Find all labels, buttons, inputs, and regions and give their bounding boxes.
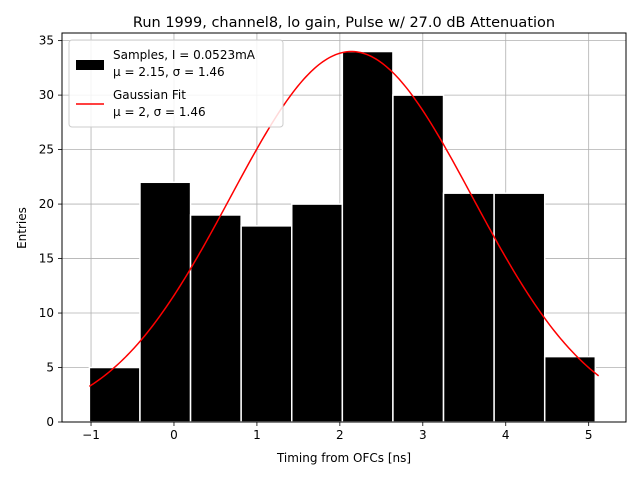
y-tick-label-7: 35 bbox=[39, 34, 54, 48]
y-tick-label-5: 25 bbox=[39, 143, 54, 157]
histogram-bars bbox=[88, 50, 597, 423]
x-tick-label-0: −1 bbox=[82, 428, 100, 442]
histogram-bar-4 bbox=[290, 203, 344, 423]
x-axis-label: Timing from OFCs [ns] bbox=[276, 451, 411, 465]
legend-histogram-label: Samples, I = 0.0523mA bbox=[113, 48, 256, 62]
histogram-bar-7 bbox=[442, 192, 495, 423]
histogram-bar-5 bbox=[341, 50, 394, 423]
y-tick-label-2: 10 bbox=[39, 306, 54, 320]
gaussian-fit-curve bbox=[88, 50, 600, 388]
chart-title: Run 1999, channel8, lo gain, Pulse w/ 27… bbox=[133, 15, 555, 31]
x-axis-ticks: −1 0 1 2 3 4 5 bbox=[82, 422, 592, 442]
x-tick-label-1: 0 bbox=[170, 428, 178, 442]
histogram-bar-2 bbox=[189, 214, 242, 423]
legend-histogram-swatch bbox=[76, 60, 104, 70]
legend-frame bbox=[68, 39, 284, 128]
histogram-bar-8 bbox=[493, 192, 546, 423]
legend-fit-label: Gaussian Fit bbox=[113, 88, 186, 102]
y-tick-label-0: 0 bbox=[46, 415, 54, 429]
x-tick-label-3: 2 bbox=[336, 428, 344, 442]
legend: Samples, I = 0.0523mA μ = 2.15, σ = 1.46… bbox=[68, 39, 284, 128]
x-tick-label-4: 3 bbox=[419, 428, 427, 442]
legend-fit-stats: μ = 2, σ = 1.46 bbox=[113, 105, 206, 119]
y-tick-label-3: 15 bbox=[39, 252, 54, 266]
histogram-bar-9 bbox=[543, 355, 597, 423]
y-tick-label-6: 30 bbox=[39, 88, 54, 102]
plot-frame bbox=[61, 32, 627, 423]
y-tick-label-4: 20 bbox=[39, 197, 54, 211]
histogram-bar-1 bbox=[139, 181, 192, 423]
histogram-bar-3 bbox=[240, 225, 293, 423]
x-tick-label-2: 1 bbox=[253, 428, 261, 442]
y-tick-label-1: 5 bbox=[46, 361, 54, 375]
y-axis-label: Entries bbox=[15, 207, 29, 249]
gaussian-fit bbox=[88, 50, 600, 388]
y-axis-ticks: 0 5 10 15 20 25 30 35 bbox=[39, 34, 62, 429]
x-tick-label-6: 5 bbox=[585, 428, 593, 442]
histogram-bar-0 bbox=[88, 366, 141, 423]
legend-histogram-stats: μ = 2.15, σ = 1.46 bbox=[113, 65, 225, 79]
histogram-bar-6 bbox=[392, 94, 445, 423]
x-tick-label-5: 4 bbox=[502, 428, 510, 442]
